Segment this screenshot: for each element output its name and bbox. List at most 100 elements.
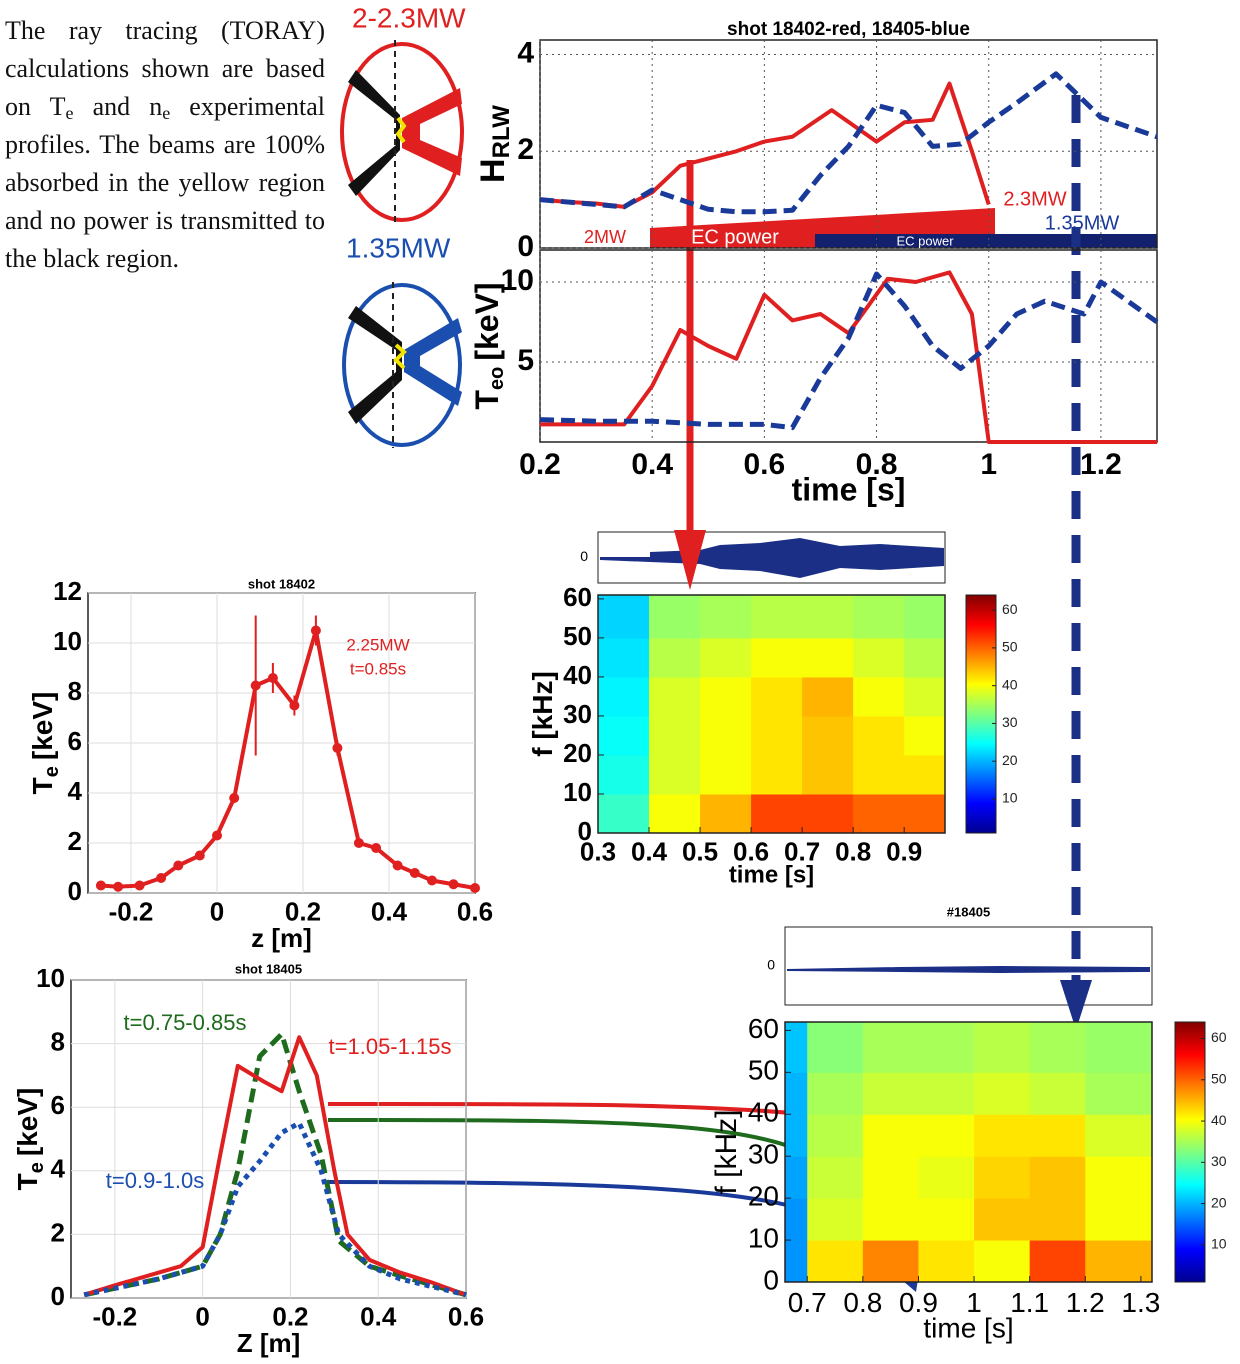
heatmap-cell: [1085, 1240, 1153, 1283]
point: [173, 860, 184, 871]
heatmap-cell: [918, 1022, 975, 1073]
y-axis-label-unit: [keV]: [12, 1088, 43, 1156]
y-axis-label: HRLW: [474, 105, 515, 183]
y-tick-label: 8: [51, 1026, 65, 1056]
heatmap-cell: [649, 637, 701, 678]
heatmap-cell: [700, 793, 752, 834]
heatmap-cell: [751, 637, 803, 678]
x-tick-label: -0.2: [109, 897, 154, 927]
heatmap-cell: [700, 676, 752, 717]
y-tick-label: 30: [563, 699, 592, 729]
subscript: e: [65, 103, 74, 123]
y-tick-label: 40: [748, 1097, 779, 1128]
plot-frame: [784, 1021, 1153, 1283]
x-tick-label: 1.2: [1080, 448, 1122, 481]
annotation: 2.3MW: [1003, 188, 1066, 210]
x-tick-label: 0.3: [580, 837, 616, 867]
heatmap-cell: [862, 1072, 919, 1115]
x-tick-label: 1: [966, 1287, 982, 1318]
y-axis-label-unit: [keV]: [27, 692, 58, 760]
x-tick-label: 0: [195, 1302, 209, 1332]
line: [83, 1035, 467, 1297]
annotation: 2.25MW: [346, 635, 409, 654]
heatmap-cell: [904, 637, 946, 678]
heatmap-cell: [862, 1240, 919, 1283]
heatmap-cell: [649, 715, 701, 756]
heatmap-cell: [1029, 1114, 1086, 1157]
heatmap-cell: [751, 676, 803, 717]
y-tick-label: 50: [748, 1055, 779, 1086]
y-tick-label: 8: [68, 676, 82, 706]
heatmap-cell: [918, 1072, 975, 1115]
x-tick-label: 1: [980, 448, 997, 481]
colorbar-tick-label: 10: [1002, 790, 1018, 806]
y-axis-label-main: f [kHz]: [527, 671, 558, 757]
heatmap-cell: [785, 1156, 808, 1199]
chart-title: shot 18402: [248, 576, 315, 591]
x-tick-label: 0.2: [272, 1302, 308, 1332]
y-axis-label-main: H: [474, 158, 512, 183]
heatmap-cell: [862, 1114, 919, 1157]
x-tick-label: 0.8: [856, 448, 898, 481]
heatmap-cell: [853, 754, 905, 795]
line: [83, 1031, 467, 1298]
y-tick-label: 10: [563, 777, 592, 807]
y-tick-label: 60: [748, 1013, 779, 1044]
heatmap-cell: [1085, 1072, 1153, 1115]
heatmap-cell: [904, 595, 946, 639]
y-tick-label: 6: [51, 1090, 65, 1120]
y-tick-label: 10: [748, 1222, 779, 1253]
point: [409, 868, 420, 878]
colorbar-tick-label: 60: [1002, 601, 1018, 617]
heatmap-cell: [974, 1072, 1031, 1115]
signal-title: #18405: [947, 904, 990, 919]
x-tick-label: 1.1: [1010, 1287, 1049, 1318]
point: [310, 625, 321, 636]
y-tick-label: 5: [517, 344, 534, 377]
heatmap-cell: [807, 1114, 864, 1157]
heatmap-cell: [649, 595, 701, 639]
y-axis-label-main: T: [12, 1173, 43, 1190]
y-tick-label: 50: [563, 621, 592, 651]
point: [267, 673, 278, 683]
y-axis-label: Te [keV]: [27, 692, 63, 795]
heatmap-cell: [751, 595, 803, 639]
x-tick-label: 0.6: [457, 897, 493, 927]
heatmap-cell: [700, 754, 752, 795]
heatmap-cell: [974, 1240, 1031, 1283]
colorbar-tick-label: 10: [1211, 1236, 1227, 1252]
y-tick-label: 60: [563, 582, 592, 612]
x-tick-label: 0.4: [631, 837, 668, 867]
heatmap-cell: [802, 793, 854, 834]
y-axis-label-sub: e: [26, 1162, 48, 1173]
heatmap-cell: [853, 637, 905, 678]
heatmap-cell: [802, 676, 854, 717]
heatmap-cell: [802, 715, 854, 756]
y-axis-label-sub: eo: [486, 367, 508, 390]
y-tick-label: 4: [517, 36, 534, 69]
point: [289, 700, 300, 711]
y-tick-label: 2: [68, 826, 82, 856]
heatmap-cell: [974, 1198, 1031, 1241]
y-axis-label: f [kHz]: [527, 671, 558, 757]
x-axis-label: time [s]: [729, 861, 814, 888]
chart-title: shot 18402-red, 18405-blue: [727, 19, 970, 40]
cross-section-top: [340, 40, 464, 222]
y-tick-label: 0: [51, 1281, 65, 1311]
signal-trace: [600, 538, 944, 578]
heatmap-cell: [649, 793, 701, 834]
heatmap-cell: [1029, 1198, 1086, 1241]
heatmap-cell: [974, 1114, 1031, 1157]
heatmap-cell: [802, 637, 854, 678]
colorbar: [965, 594, 997, 834]
line: [540, 270, 1157, 444]
diagram-label: 1.35MW: [346, 232, 451, 263]
point: [194, 850, 205, 861]
heatmap-cell: [1029, 1072, 1086, 1115]
heatmap-cell: [751, 715, 803, 756]
x-tick-label: 0.7: [784, 837, 820, 867]
heatmap-cell: [918, 1198, 975, 1241]
point: [392, 860, 403, 871]
subscript: e: [162, 103, 171, 123]
